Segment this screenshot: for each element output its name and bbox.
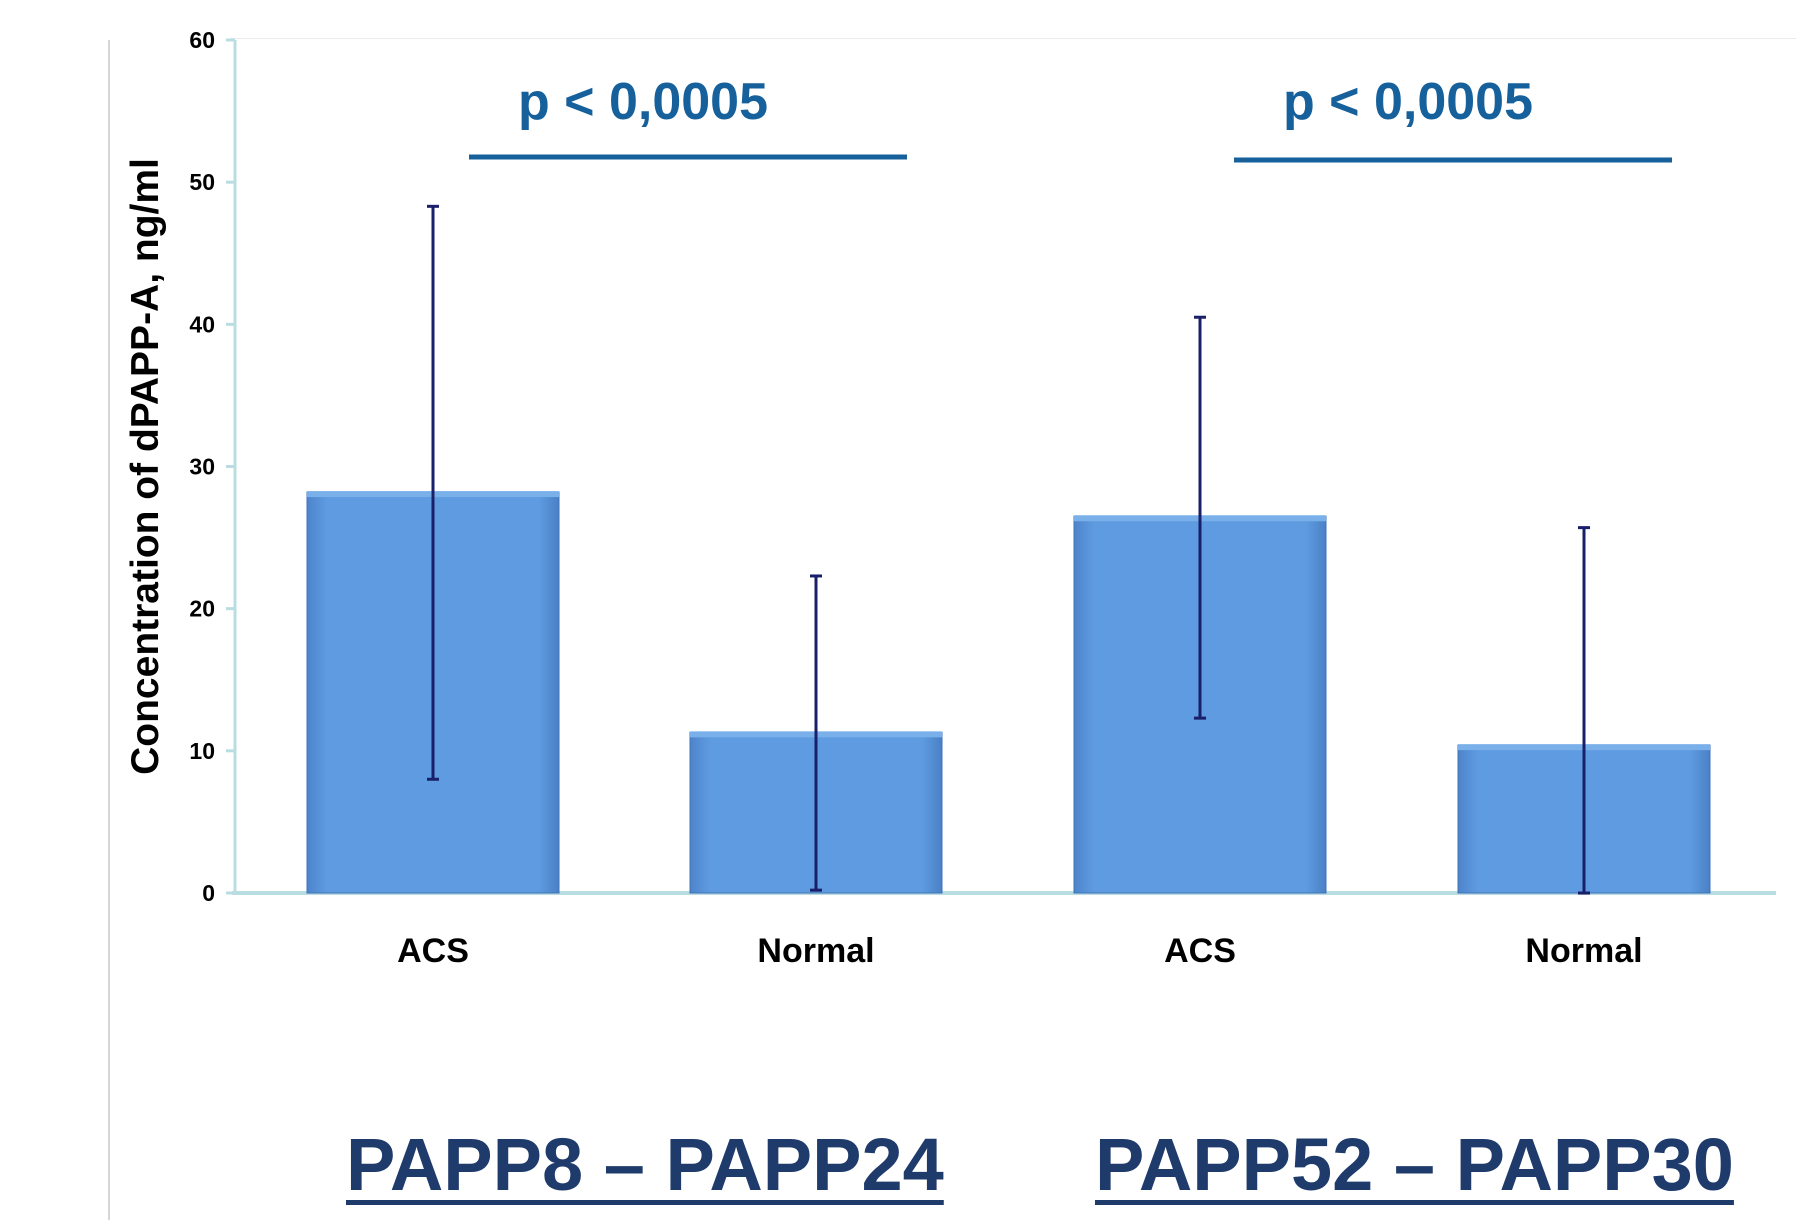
slide-left-rule [108, 40, 110, 1220]
significance-label: p < 0,0005 [1283, 73, 1533, 131]
significance-label: p < 0,0005 [518, 73, 768, 131]
y-tick-label: 0 [202, 880, 215, 906]
group-title-papp8-papp24: PAPP8 – PAPP24 [346, 1123, 944, 1206]
bars-layer [306, 491, 1711, 894]
labels-layer: 0 10 20 30 40 50 60 Concentration of dPAPP-A, n… [124, 27, 1643, 970]
x-category-label: Normal [1525, 932, 1642, 970]
x-category-label: Normal [757, 932, 874, 970]
y-tick-label: 40 [189, 311, 215, 337]
y-tick-label: 30 [189, 454, 215, 480]
error-bars-layer [427, 204, 1590, 895]
x-category-label: ACS [397, 932, 469, 970]
y-tick-label: 20 [189, 596, 215, 622]
y-tick-label: 10 [189, 738, 215, 764]
y-tick-label: 50 [189, 169, 215, 195]
slide-top-rule [230, 38, 1796, 39]
x-category-label: ACS [1164, 932, 1236, 970]
annotations-layer: p < 0,0005 p < 0,0005 [469, 73, 1672, 163]
y-tick-label: 60 [189, 27, 215, 53]
y-axis-title: Concentration of dPAPP-A, ng/ml [124, 158, 167, 775]
group-title-papp52-papp30: PAPP52 – PAPP30 [1095, 1123, 1734, 1206]
